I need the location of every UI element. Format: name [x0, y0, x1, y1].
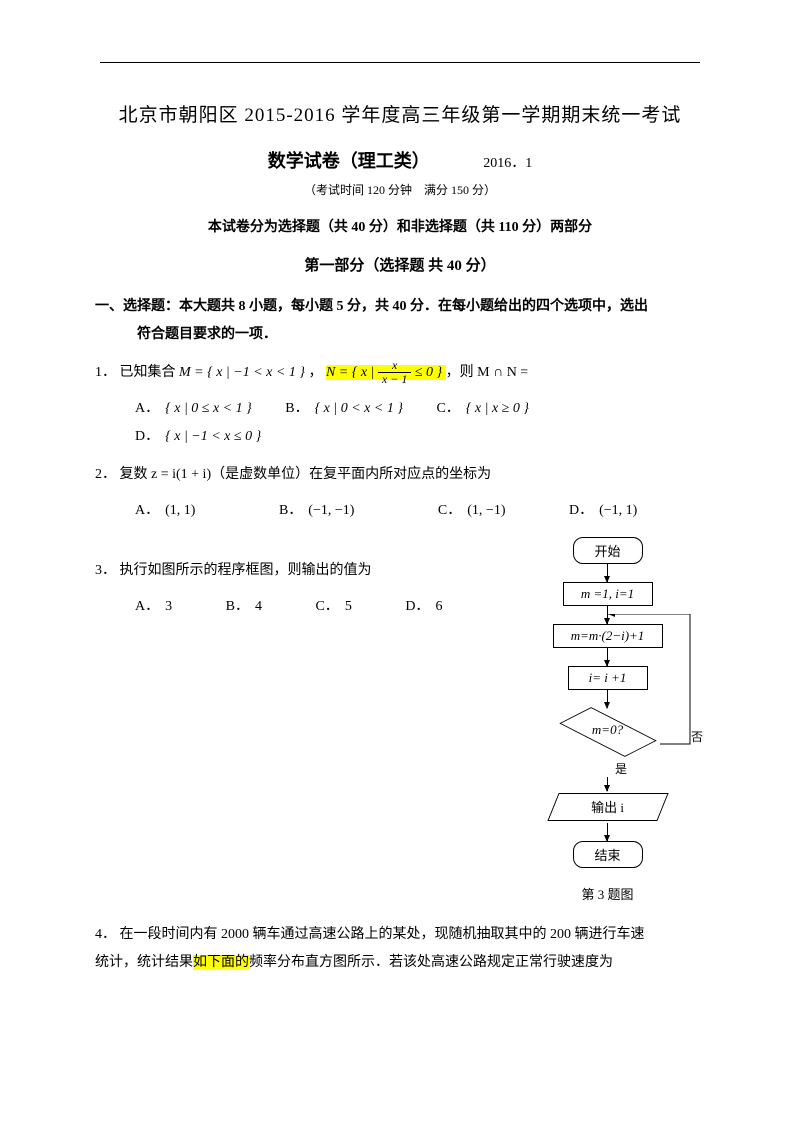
q1-set-m: M = { x | −1 < x < 1 } — [179, 365, 305, 380]
fc-cond: m=0? — [553, 722, 663, 738]
q4-highlight: 如下面的 — [193, 955, 249, 970]
q1-set-n-close: ≤ 0 } — [415, 365, 442, 380]
q2-opt-b: B．(−1, −1) — [279, 497, 354, 525]
instruction: 一、选择题：本大题共 8 小题，每小题 5 分，共 40 分．在每小题给出的四个… — [95, 293, 705, 349]
q1-fraction: x x − 1 — [378, 359, 411, 386]
q1-frac-num: x — [378, 359, 411, 373]
q1-comma: ， — [308, 365, 322, 380]
q4-num: 4． — [95, 927, 116, 942]
q1-set-n-pre: N = — [326, 365, 352, 380]
fc-arrow-3 — [607, 648, 608, 666]
fc-start: 开始 — [573, 537, 643, 564]
fc-output: 输出 i — [548, 791, 668, 823]
fc-step2: i= i +1 — [568, 666, 648, 690]
title-sub: 数学试卷（理工类） — [268, 147, 430, 173]
fc-caption: 第 3 题图 — [510, 884, 705, 903]
fc-arrow-6 — [607, 823, 608, 841]
question-1: 1． 已知集合 M = { x | −1 < x < 1 } ， N = { x… — [95, 359, 705, 387]
fc-step1: m=m·(2−i)+1 — [553, 624, 663, 648]
q1-opt-b: B．{ x | 0 < x < 1 } — [285, 395, 403, 423]
fc-init: m =1, i=1 — [563, 582, 653, 606]
title-main: 北京市朝阳区 2015-2016 学年度高三年级第一学期期末统一考试 — [95, 100, 705, 127]
q4-line1: 在一段时间内有 2000 辆车通过高速公路上的某处，现随机抽取其中的 200 辆… — [120, 927, 645, 942]
q3-opt-c: C．5 — [315, 593, 351, 621]
fc-output-label: 输出 i — [548, 797, 668, 816]
q1-set-n-open: { x | — [352, 365, 378, 380]
title-sub-row: 数学试卷（理工类） 2016．1 — [95, 147, 705, 173]
fc-arrow-5 — [607, 777, 608, 791]
question-2: 2． 复数 z = i(1 + i)（是虚数单位）在复平面内所对应点的坐标为 — [95, 461, 705, 489]
q1-stem-post: ，则 M ∩ N = — [446, 365, 529, 380]
q2-opt-d: D．(−1, 1) — [569, 497, 637, 525]
q4-line2-post: 频率分布直方图所示．若该处高速公路规定正常行驶速度为 — [249, 955, 613, 970]
page-top-rule — [100, 62, 700, 63]
q2-options: A．(1, 1) B．(−1, −1) C．(1, −1) D．(−1, 1) — [95, 497, 705, 525]
q3-options: A．3 B．4 C．5 D．6 — [95, 593, 510, 621]
q2-opt-c: C．(1, −1) — [438, 497, 506, 525]
q3-row: 3． 执行如图所示的程序框图，则输出的值为 A．3 B．4 C．5 D．6 开始… — [95, 537, 705, 903]
instruction-line2: 符合题目要求的一项． — [95, 321, 705, 349]
flowchart: 开始 m =1, i=1 m=m·(2−i)+1 i= i +1 m=0? 否 … — [510, 537, 705, 903]
exam-date: 2016．1 — [483, 152, 532, 172]
fc-arrow-1 — [607, 564, 608, 582]
exam-info: （考试时间 120 分钟 满分 150 分） — [95, 181, 705, 198]
q1-opt-d: D．{ x | −1 < x ≤ 0 } — [135, 423, 261, 451]
q4-line2-pre: 统计，统计结果 — [95, 955, 193, 970]
q1-stem-pre: 已知集合 — [120, 365, 180, 380]
q1-opt-c: C．{ x | x ≥ 0 } — [436, 395, 529, 423]
question-3: 3． 执行如图所示的程序框图，则输出的值为 — [95, 557, 510, 585]
fc-arrow-2 — [607, 606, 608, 624]
fc-arrow-4 — [607, 690, 608, 708]
fc-end: 结束 — [573, 841, 643, 868]
section-note: 本试卷分为选择题（共 40 分）和非选择题（共 110 分）两部分 — [95, 216, 705, 236]
q2-stem: 复数 z = i(1 + i)（是虚数单位）在复平面内所对应点的坐标为 — [120, 467, 492, 482]
q1-frac-den: x − 1 — [378, 373, 411, 386]
instruction-line1: 一、选择题：本大题共 8 小题，每小题 5 分，共 40 分．在每小题给出的四个… — [95, 293, 705, 321]
q2-opt-a: A．(1, 1) — [135, 497, 195, 525]
question-4: 4． 在一段时间内有 2000 辆车通过高速公路上的某处，现随机抽取其中的 20… — [95, 921, 705, 977]
fc-loop-anchor: m=m·(2−i)+1 i= i +1 m=0? 否 — [510, 624, 705, 756]
q1-num: 1． — [95, 365, 116, 380]
q2-num: 2． — [95, 467, 116, 482]
fc-yes-label: 是 — [615, 760, 800, 777]
q3-num: 3． — [95, 563, 116, 578]
q3-opt-a: A．3 — [135, 593, 172, 621]
q1-options: A．{ x | 0 ≤ x < 1 } B．{ x | 0 < x < 1 } … — [95, 395, 705, 451]
q1-highlight: N = { x | x x − 1 ≤ 0 } — [326, 365, 446, 380]
q3-opt-b: B．4 — [226, 593, 262, 621]
q3-opt-d: D．6 — [405, 593, 442, 621]
fc-decision: m=0? — [553, 708, 663, 756]
q3-stem: 执行如图所示的程序框图，则输出的值为 — [120, 563, 372, 578]
fc-no-label: 否 — [691, 728, 703, 745]
q1-opt-a: A．{ x | 0 ≤ x < 1 } — [135, 395, 252, 423]
section-title: 第一部分（选择题 共 40 分） — [95, 254, 705, 275]
q3-left: 3． 执行如图所示的程序框图，则输出的值为 A．3 B．4 C．5 D．6 — [95, 537, 510, 621]
